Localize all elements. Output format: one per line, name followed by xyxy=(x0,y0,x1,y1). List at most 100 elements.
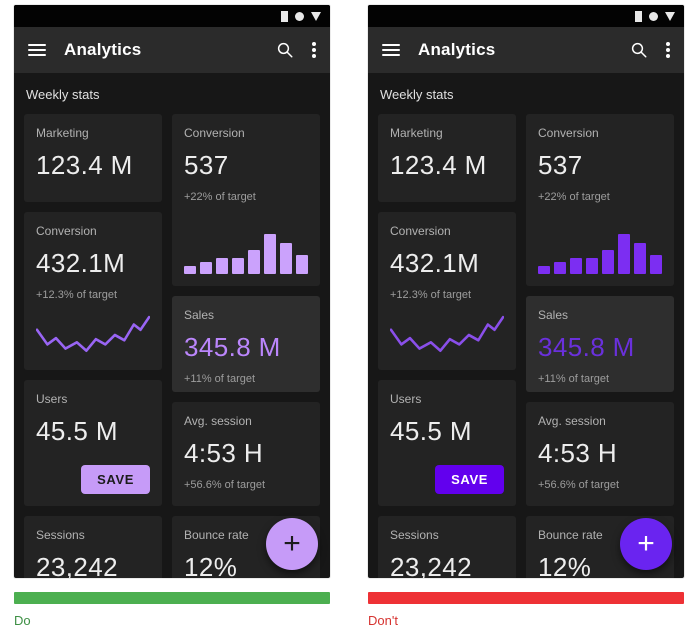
card-value: 537 xyxy=(184,150,229,180)
card-label: Sales xyxy=(184,308,215,322)
dont-example: Analytics Weekly stats Mar xyxy=(368,5,684,628)
bar xyxy=(216,258,228,274)
phone-screen: Analytics Weekly stats Mar xyxy=(14,5,330,578)
save-button[interactable]: SAVE xyxy=(435,465,504,494)
more-vert-icon[interactable] xyxy=(312,40,316,60)
card-delta: +12.3% of target xyxy=(36,289,118,301)
hamburger-menu-icon[interactable] xyxy=(382,44,400,56)
card-label: Conversion xyxy=(36,224,97,238)
card-delta: +12.3% of target xyxy=(390,289,472,301)
bar xyxy=(200,262,212,274)
card-conversion-bar: Conversion 537 +22% of target xyxy=(172,114,320,286)
card-value: 45.5 M xyxy=(36,416,118,446)
do-indicator-bar xyxy=(14,592,330,604)
card-value: 432.1M xyxy=(390,248,480,278)
battery-icon xyxy=(635,10,642,22)
more-vert-icon[interactable] xyxy=(666,40,670,60)
card-value: 23,242 xyxy=(36,552,118,578)
card-delta: +56.6% of target xyxy=(538,479,620,491)
search-icon[interactable] xyxy=(630,41,648,59)
card-value: 432.1M xyxy=(36,248,126,278)
card-label: Marketing xyxy=(390,126,443,140)
save-button[interactable]: SAVE xyxy=(81,465,150,494)
do-caption: Do xyxy=(14,613,31,628)
fab-button[interactable]: + xyxy=(266,518,318,570)
bar xyxy=(264,234,276,274)
card-label: Conversion xyxy=(184,126,245,140)
card-label: Conversion xyxy=(538,126,599,140)
section-label: Weekly stats xyxy=(380,87,454,102)
bar xyxy=(280,243,292,274)
card-avg-session: Avg. session 4:53 H +56.6% of target xyxy=(526,402,674,506)
wifi-icon xyxy=(295,11,304,21)
card-conversion-line: Conversion 432.1M +12.3% of target xyxy=(24,212,162,370)
sales-value: 345.8 M xyxy=(184,332,281,362)
dashboard-content: Weekly stats Marketing 123.4 M Conversio… xyxy=(14,73,330,578)
card-users: Users 45.5 M SAVE xyxy=(378,380,516,506)
card-conversion-line: Conversion 432.1M +12.3% of target xyxy=(378,212,516,370)
card-marketing: Marketing 123.4 M xyxy=(24,114,162,202)
card-value: 12% xyxy=(184,552,238,578)
conversion-bar-chart xyxy=(184,232,308,274)
card-value: 4:53 H xyxy=(184,438,264,468)
card-label: Sales xyxy=(538,308,569,322)
app-bar: Analytics xyxy=(368,27,684,73)
bar xyxy=(232,258,244,274)
card-delta: +11% of target xyxy=(538,373,610,385)
status-bar xyxy=(368,5,684,27)
sparkline-path xyxy=(390,315,504,353)
card-label: Users xyxy=(390,392,422,406)
card-label: Avg. session xyxy=(184,414,252,428)
bar xyxy=(296,255,308,274)
conversion-sparkline-chart xyxy=(36,315,150,353)
bar xyxy=(650,255,662,274)
fab-button[interactable]: + xyxy=(620,518,672,570)
card-avg-session: Avg. session 4:53 H +56.6% of target xyxy=(172,402,320,506)
card-users: Users 45.5 M SAVE xyxy=(24,380,162,506)
card-conversion-bar: Conversion 537 +22% of target xyxy=(526,114,674,286)
bar xyxy=(602,250,614,274)
card-label: Avg. session xyxy=(538,414,606,428)
stats-column-right: Conversion 537 +22% of target Sales 345.… xyxy=(526,114,674,578)
card-label: Bounce rate xyxy=(184,528,249,542)
card-label: Sessions xyxy=(390,528,439,542)
card-label: Conversion xyxy=(390,224,451,238)
card-sales: Sales 345.8 M +11% of target xyxy=(172,296,320,392)
card-label: Marketing xyxy=(36,126,89,140)
stats-column-left: Marketing 123.4 M Conversion 432.1M +12.… xyxy=(24,114,162,578)
search-icon[interactable] xyxy=(276,41,294,59)
signal-icon xyxy=(665,11,675,21)
card-sessions: Sessions 23,242 xyxy=(378,516,516,578)
app-bar: Analytics xyxy=(14,27,330,73)
dont-indicator-bar xyxy=(368,592,684,604)
card-delta: +22% of target xyxy=(538,191,610,203)
bar xyxy=(586,258,598,274)
card-value: 123.4 M xyxy=(390,150,487,180)
bar xyxy=(554,262,566,274)
sparkline-path xyxy=(36,315,150,353)
card-value: 45.5 M xyxy=(390,416,472,446)
card-sessions: Sessions 23,242 xyxy=(24,516,162,578)
stats-column-right: Conversion 537 +22% of target Sales 345.… xyxy=(172,114,320,578)
card-delta: +11% of target xyxy=(184,373,256,385)
plus-icon: + xyxy=(637,527,655,560)
plus-icon: + xyxy=(283,527,301,560)
conversion-sparkline-chart xyxy=(390,315,504,353)
status-bar xyxy=(14,5,330,27)
card-delta: +22% of target xyxy=(184,191,256,203)
do-example: Analytics Weekly stats Mar xyxy=(14,5,330,628)
bar xyxy=(570,258,582,274)
bar xyxy=(248,250,260,274)
bar xyxy=(634,243,646,274)
card-sales: Sales 345.8 M +11% of target xyxy=(526,296,674,392)
card-value: 23,242 xyxy=(390,552,472,578)
card-marketing: Marketing 123.4 M xyxy=(378,114,516,202)
app-title: Analytics xyxy=(64,40,142,59)
card-value: 12% xyxy=(538,552,592,578)
bar xyxy=(618,234,630,274)
card-value: 123.4 M xyxy=(36,150,133,180)
conversion-bar-chart xyxy=(538,232,662,274)
card-label: Users xyxy=(36,392,68,406)
wifi-icon xyxy=(649,11,658,21)
hamburger-menu-icon[interactable] xyxy=(28,44,46,56)
